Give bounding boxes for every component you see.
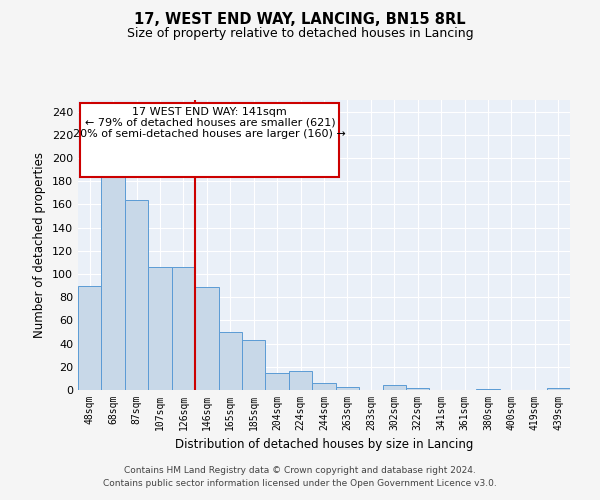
Text: 17, WEST END WAY, LANCING, BN15 8RL: 17, WEST END WAY, LANCING, BN15 8RL bbox=[134, 12, 466, 28]
Bar bbox=[195, 287, 218, 390]
Bar bbox=[101, 158, 125, 390]
X-axis label: Distribution of detached houses by size in Lancing: Distribution of detached houses by size … bbox=[175, 438, 473, 452]
Bar bbox=[547, 388, 570, 390]
Bar bbox=[148, 267, 172, 390]
Text: 17 WEST END WAY: 141sqm: 17 WEST END WAY: 141sqm bbox=[133, 108, 287, 118]
Text: ← 79% of detached houses are smaller (621): ← 79% of detached houses are smaller (62… bbox=[85, 118, 335, 128]
Bar bbox=[476, 389, 500, 390]
Text: 20% of semi-detached houses are larger (160) →: 20% of semi-detached houses are larger (… bbox=[73, 129, 346, 139]
Bar bbox=[125, 200, 148, 390]
Bar bbox=[78, 286, 101, 390]
Y-axis label: Number of detached properties: Number of detached properties bbox=[34, 152, 46, 338]
Bar bbox=[242, 340, 265, 390]
Bar bbox=[383, 386, 406, 390]
Bar bbox=[265, 372, 289, 390]
Bar bbox=[218, 332, 242, 390]
Text: Size of property relative to detached houses in Lancing: Size of property relative to detached ho… bbox=[127, 28, 473, 40]
Bar bbox=[336, 386, 359, 390]
Text: Contains HM Land Registry data © Crown copyright and database right 2024.
Contai: Contains HM Land Registry data © Crown c… bbox=[103, 466, 497, 487]
Bar bbox=[406, 388, 430, 390]
FancyBboxPatch shape bbox=[80, 103, 339, 177]
Bar bbox=[312, 383, 336, 390]
Bar bbox=[172, 267, 195, 390]
Bar bbox=[289, 372, 312, 390]
